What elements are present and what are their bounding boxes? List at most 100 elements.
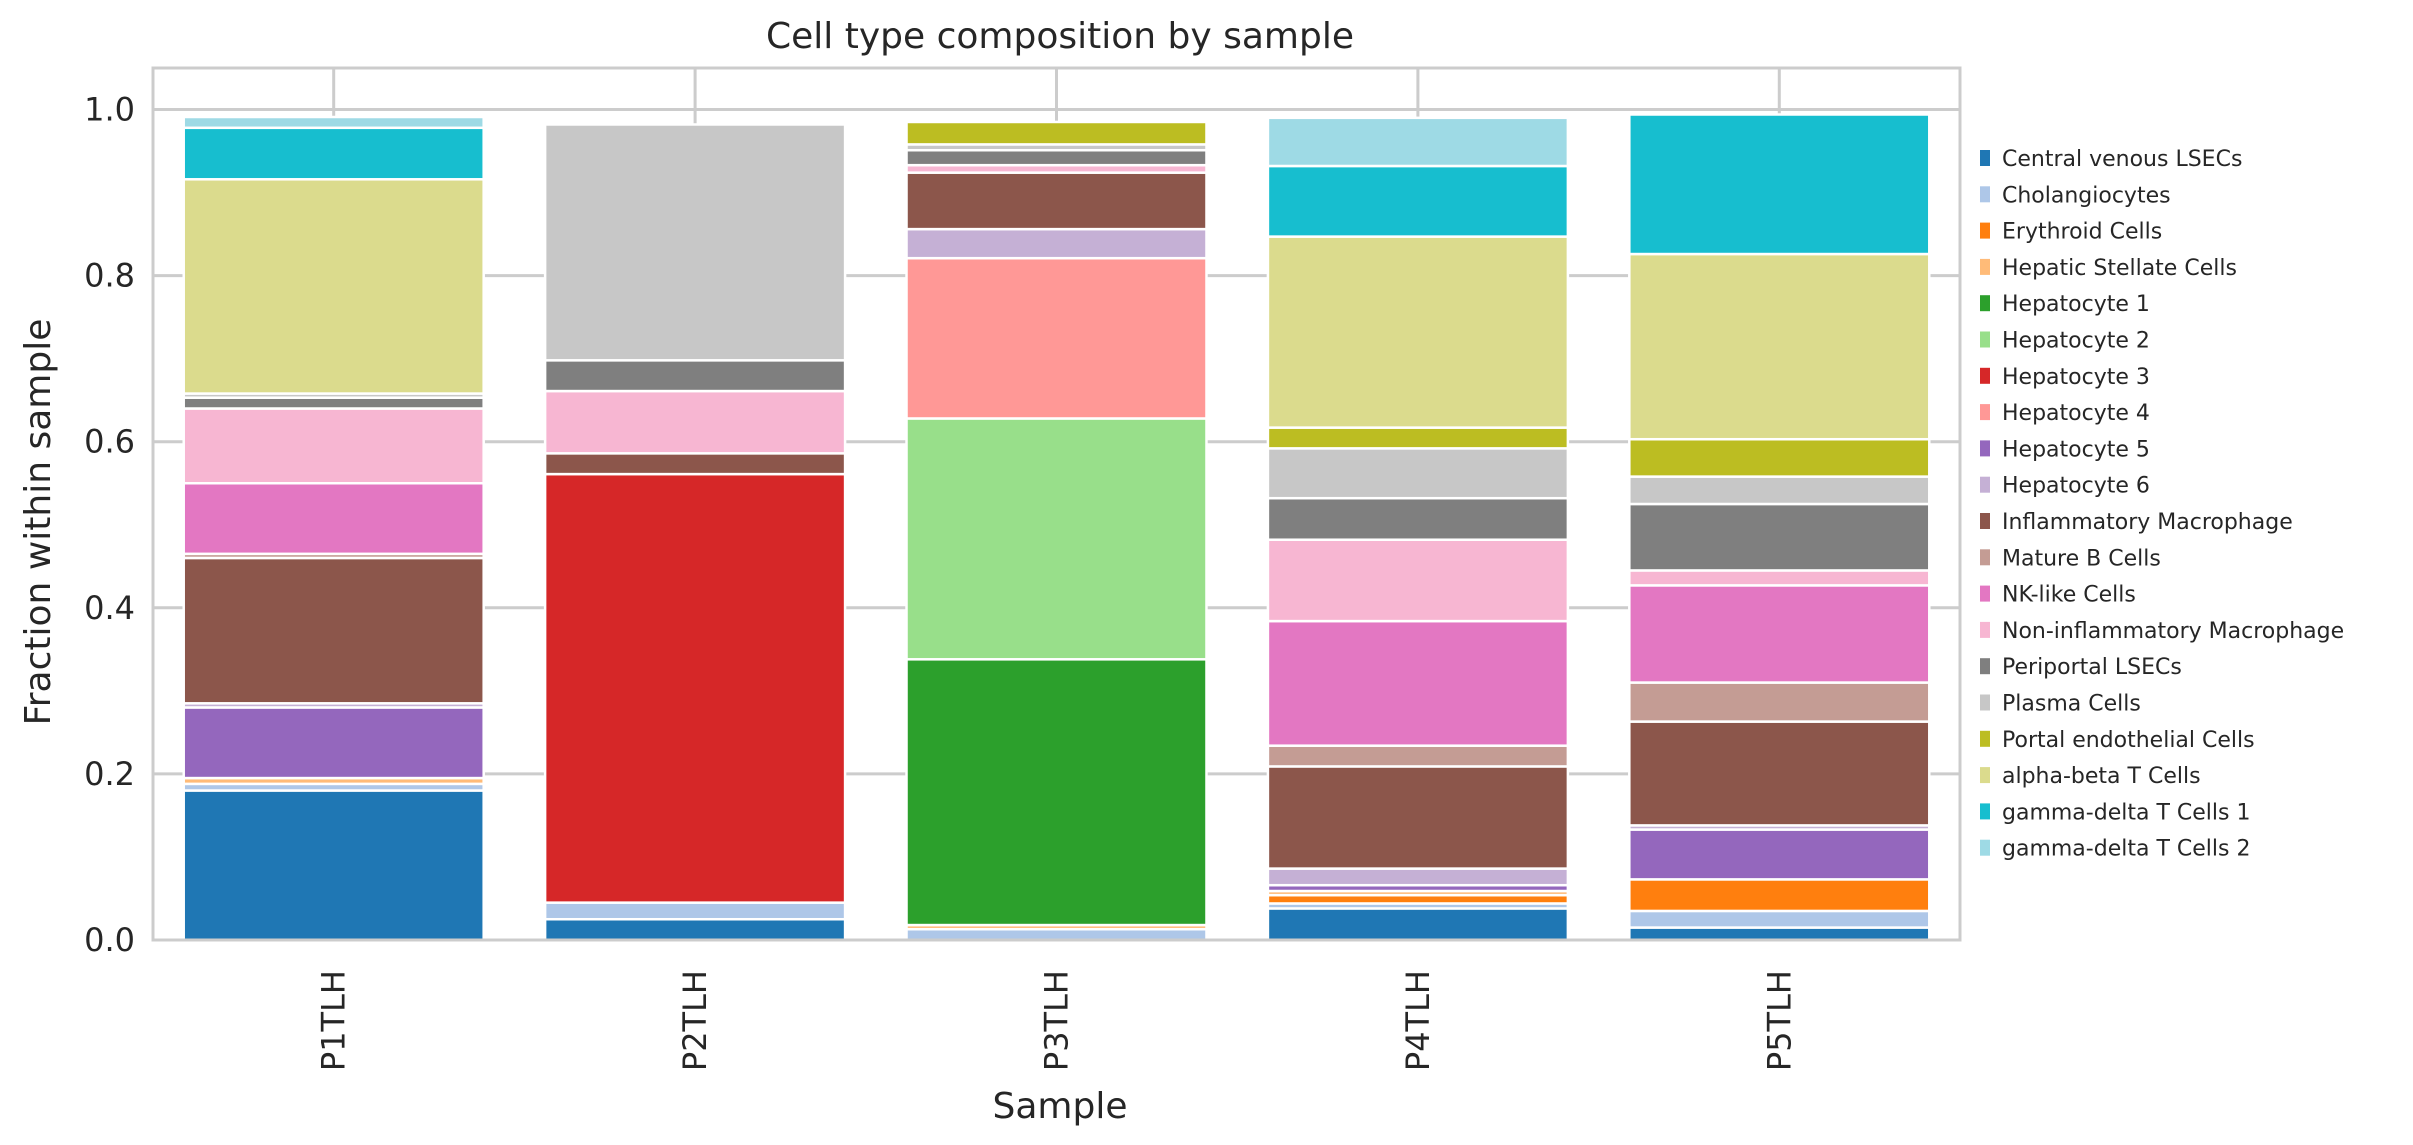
legend-swatch bbox=[1980, 258, 1990, 275]
legend-label: gamma-delta T Cells 2 bbox=[2002, 837, 2250, 862]
legend-label: Erythroid Cells bbox=[2002, 220, 2162, 245]
bar-segment bbox=[182, 115, 485, 130]
y-tick-label: 0.2 bbox=[84, 755, 135, 793]
legend-label: Hepatocyte 2 bbox=[2002, 329, 2150, 354]
legend-entry: Periportal LSECs bbox=[1980, 655, 2182, 680]
legend-entry: Cholangiocytes bbox=[1980, 183, 2171, 208]
chart-title: Cell type composition by sample bbox=[766, 16, 1354, 57]
legend-label: NK-like Cells bbox=[2002, 583, 2136, 608]
legend-entry: Hepatocyte 3 bbox=[1980, 365, 2150, 390]
bar-stack-p1tlh bbox=[182, 115, 485, 942]
bar-segment bbox=[905, 227, 1208, 260]
legend-label: Portal endothelial Cells bbox=[2002, 728, 2255, 753]
y-tick-label: 0.0 bbox=[84, 921, 135, 959]
bar-segment bbox=[543, 359, 847, 393]
legend-swatch bbox=[1980, 295, 1990, 312]
bar-segment bbox=[1266, 619, 1570, 747]
legend-entry: Hepatic Stellate Cells bbox=[1980, 256, 2237, 281]
legend-label: Mature B Cells bbox=[2002, 546, 2161, 571]
legend-label: Non-inflammatory Macrophage bbox=[2002, 619, 2344, 644]
legend-swatch bbox=[1980, 186, 1990, 203]
bar-segment bbox=[1266, 867, 1570, 887]
legend-label: Hepatic Stellate Cells bbox=[2002, 256, 2237, 281]
x-tick-label: P2TLH bbox=[676, 970, 714, 1071]
legend-entry: Portal endothelial Cells bbox=[1980, 728, 2255, 753]
bar-segment bbox=[1266, 496, 1570, 541]
legend-swatch bbox=[1980, 476, 1990, 493]
bar-segment bbox=[1628, 584, 1931, 684]
legend-entry: Hepatocyte 1 bbox=[1980, 292, 2150, 317]
legend-label: alpha-beta T Cells bbox=[2002, 764, 2201, 789]
legend-swatch bbox=[1980, 404, 1990, 421]
bar-segment bbox=[182, 396, 485, 410]
x-tick-label: P4TLH bbox=[1399, 970, 1437, 1071]
bar-segment bbox=[905, 148, 1208, 167]
legend-label: Periportal LSECs bbox=[2002, 655, 2182, 680]
y-tick-label: 0.6 bbox=[84, 423, 135, 461]
bar-segment bbox=[182, 178, 485, 395]
bar-segment bbox=[1628, 502, 1931, 572]
bar-stack-p2tlh bbox=[543, 123, 847, 942]
bar-segment bbox=[182, 789, 485, 942]
legend-entry: Mature B Cells bbox=[1980, 546, 2161, 571]
bar-segment bbox=[1266, 116, 1570, 168]
bar-segment bbox=[905, 927, 1208, 942]
bar-stack-p3tlh bbox=[905, 120, 1208, 942]
legend-label: Plasma Cells bbox=[2002, 692, 2141, 717]
bar-segment bbox=[1628, 681, 1931, 723]
y-tick-label: 0.4 bbox=[84, 589, 135, 627]
legend-label: Hepatocyte 4 bbox=[2002, 401, 2150, 426]
legend-swatch bbox=[1980, 621, 1990, 638]
x-axis-label: Sample bbox=[993, 1086, 1128, 1127]
legend-entry: Central venous LSECs bbox=[1980, 147, 2242, 172]
legend-label: Cholangiocytes bbox=[2002, 183, 2171, 208]
legend-label: Hepatocyte 5 bbox=[2002, 437, 2150, 462]
legend-entry: Inflammatory Macrophage bbox=[1980, 510, 2293, 535]
bar-segment bbox=[905, 171, 1208, 231]
legend-label: Hepatocyte 3 bbox=[2002, 365, 2150, 390]
bar-segment bbox=[1628, 569, 1931, 587]
legend-label: Central venous LSECs bbox=[2002, 147, 2242, 172]
y-axis-label: Fraction within sample bbox=[18, 319, 59, 726]
legend-swatch bbox=[1980, 803, 1990, 820]
legend-swatch bbox=[1980, 150, 1990, 166]
bar-segment bbox=[1628, 113, 1931, 256]
bar-segment bbox=[182, 706, 485, 780]
bar-segment bbox=[543, 917, 847, 942]
bar-segment bbox=[905, 658, 1208, 927]
bar-segment bbox=[543, 123, 847, 362]
bar-segment bbox=[1266, 538, 1570, 623]
bar-segment bbox=[905, 256, 1208, 420]
bar-segment bbox=[1628, 437, 1931, 478]
legend-swatch bbox=[1980, 513, 1990, 529]
bar-segment bbox=[905, 417, 1208, 661]
bar-segment bbox=[1628, 926, 1931, 942]
bar-stack-p4tlh bbox=[1266, 116, 1570, 942]
legend-swatch bbox=[1980, 440, 1990, 457]
plot-frame bbox=[151, 66, 1962, 942]
bar-segment bbox=[182, 481, 485, 556]
legend-swatch bbox=[1980, 222, 1990, 239]
bar-segment bbox=[1628, 252, 1931, 441]
legend-swatch bbox=[1980, 839, 1990, 856]
bar-segment bbox=[1628, 720, 1931, 827]
y-tick-labels: 0.0 0.2 0.4 0.6 0.8 1.0 bbox=[84, 91, 135, 959]
legend-swatch bbox=[1980, 767, 1990, 784]
bar-segment bbox=[1628, 475, 1931, 506]
bar-segment bbox=[543, 389, 847, 455]
legend-swatch bbox=[1980, 331, 1990, 348]
x-tick-labels: P1TLH P2TLH P3TLH P4TLH P5TLH bbox=[315, 970, 1799, 1071]
legend-entry: Plasma Cells bbox=[1980, 692, 2141, 717]
bar-segment bbox=[1266, 447, 1570, 500]
bar-segment bbox=[543, 901, 847, 921]
x-tick-label: P5TLH bbox=[1760, 970, 1798, 1071]
bars bbox=[182, 113, 1931, 942]
legend-entry: Non-inflammatory Macrophage bbox=[1980, 619, 2344, 644]
bar-segment bbox=[1266, 907, 1570, 942]
x-tick-label: P1TLH bbox=[315, 970, 353, 1071]
bar-segment bbox=[543, 452, 847, 476]
legend-swatch bbox=[1980, 730, 1990, 747]
bar-segment bbox=[1628, 909, 1931, 929]
legend-swatch bbox=[1980, 585, 1990, 602]
